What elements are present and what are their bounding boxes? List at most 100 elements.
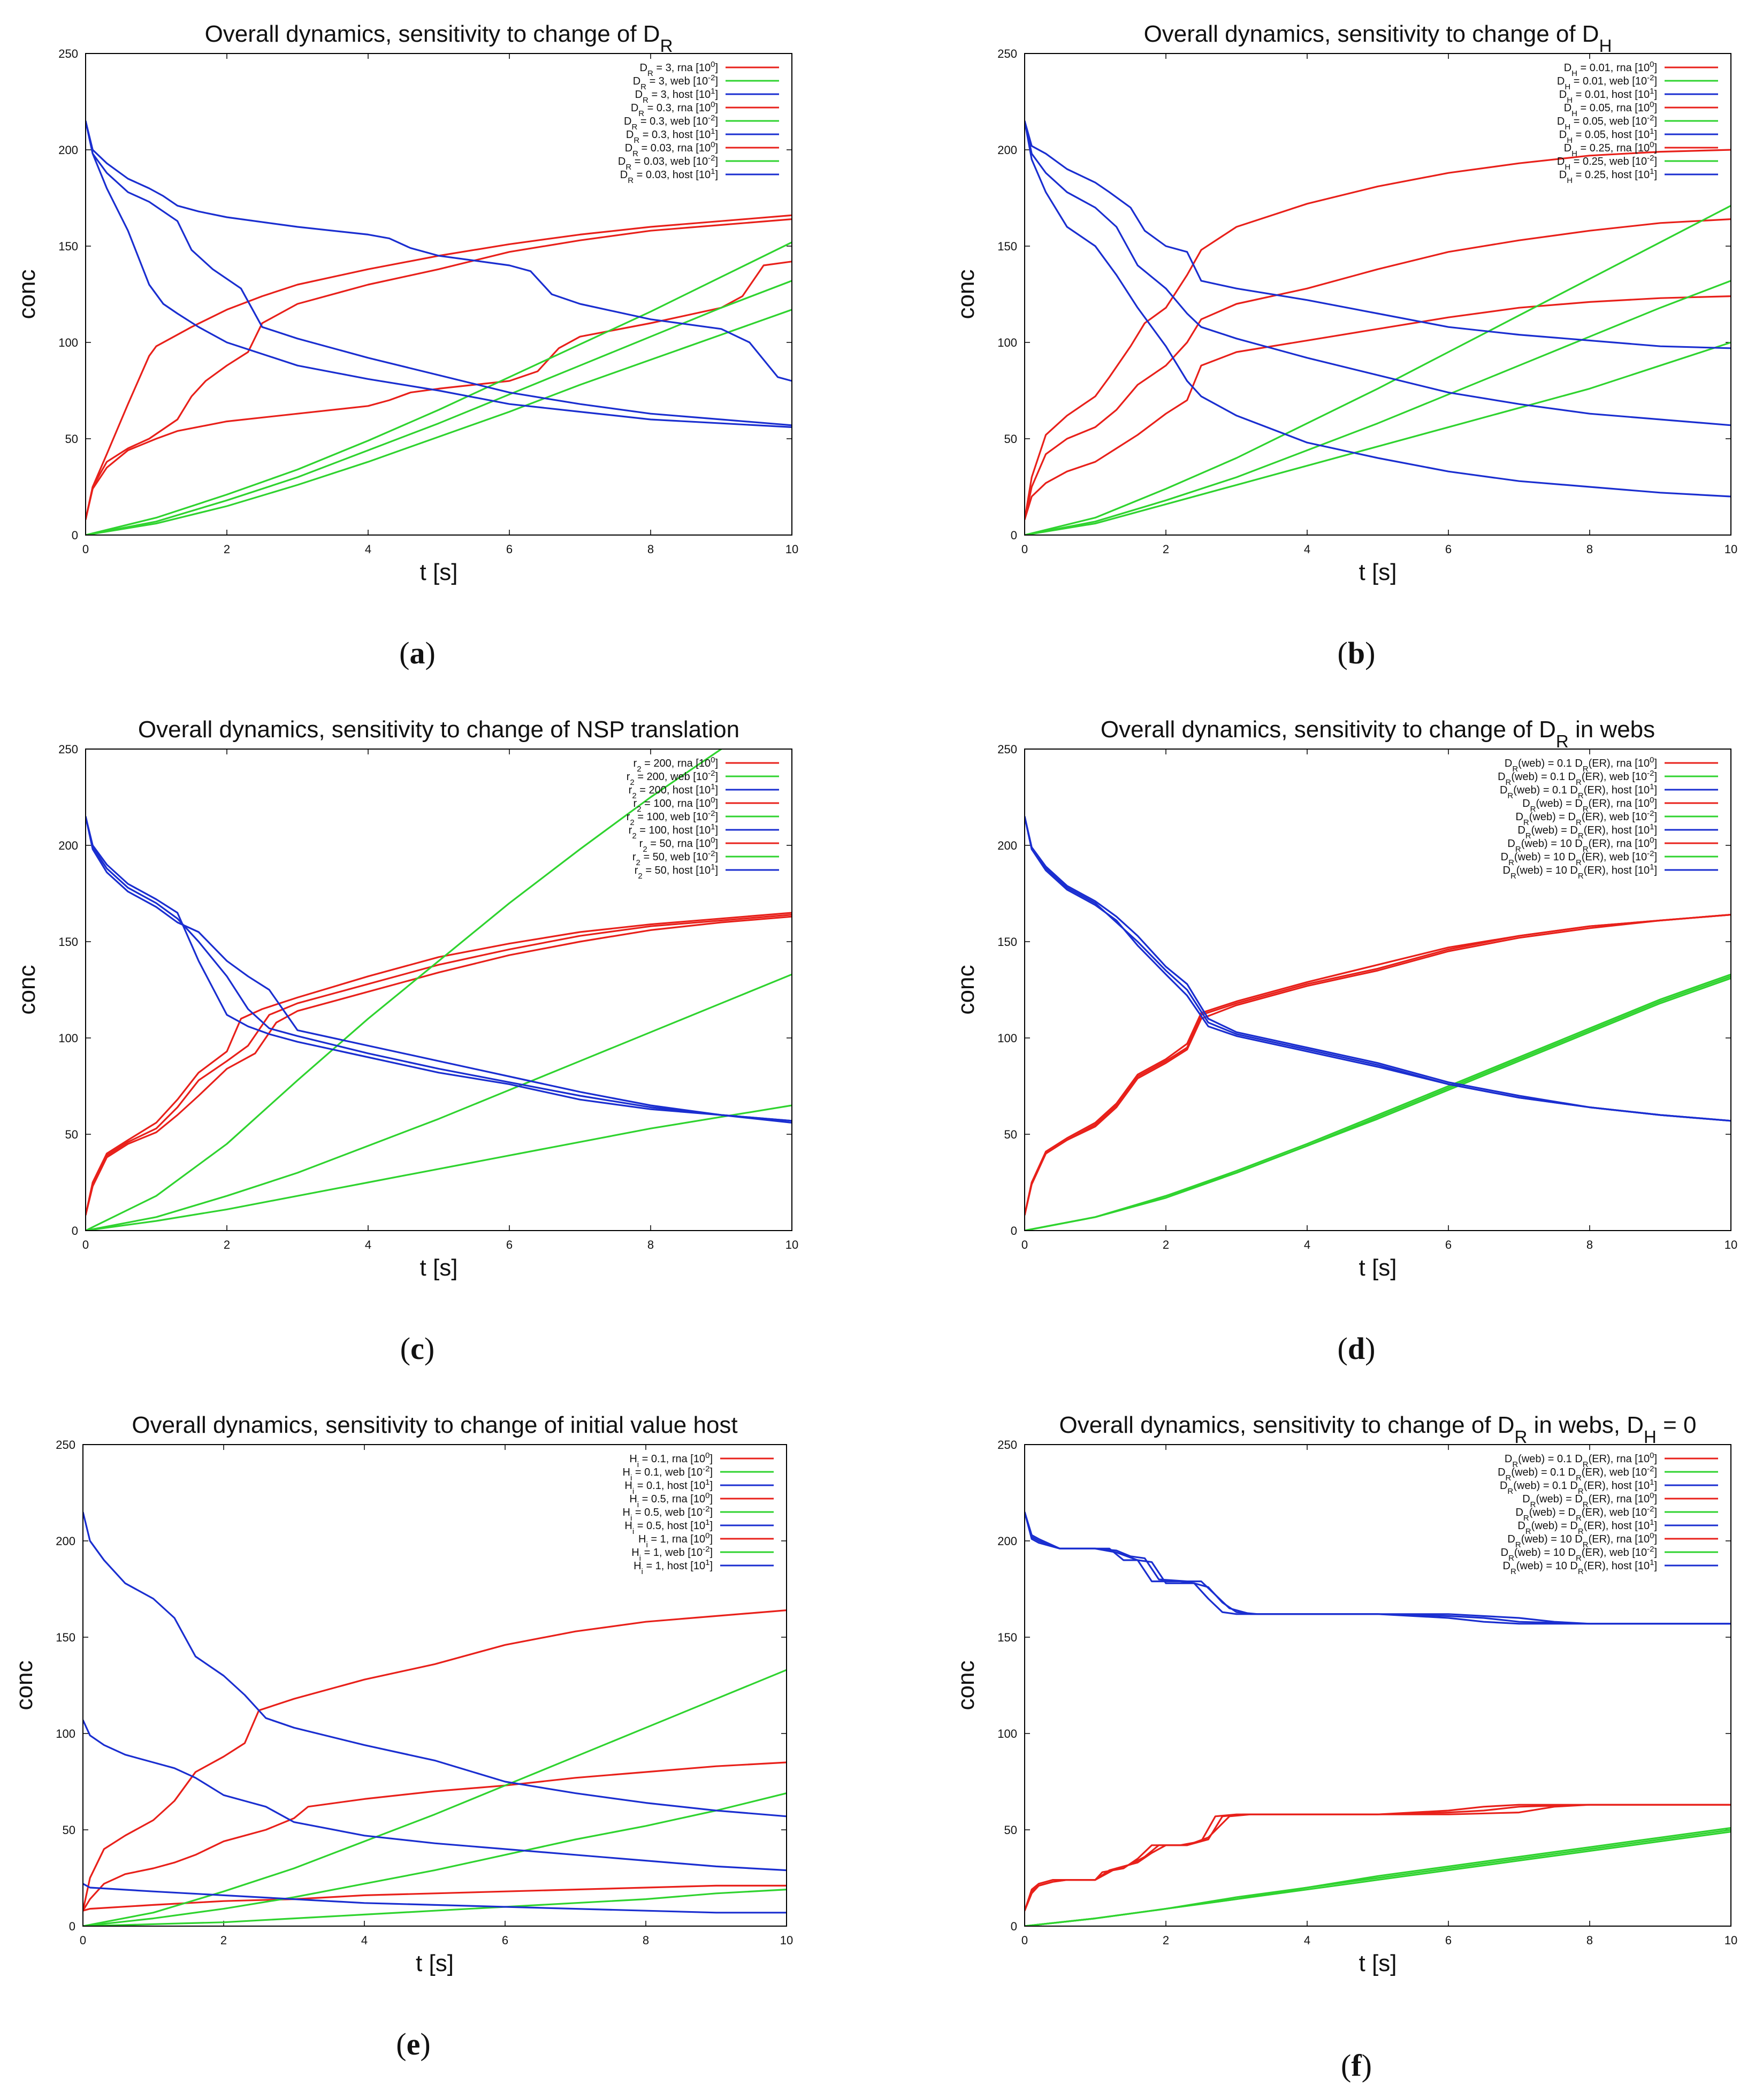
series-line-rna bbox=[83, 1884, 787, 1912]
legend-entry-sup: 1 bbox=[711, 822, 715, 831]
legend-entry-part: ] bbox=[1654, 169, 1657, 181]
series-line-rna bbox=[1025, 1804, 1731, 1911]
legend-entry-part: = 50, rna [10 bbox=[647, 838, 711, 850]
y-tick-label: 250 bbox=[997, 743, 1017, 756]
legend-entry-sup: -2 bbox=[1647, 73, 1654, 82]
legend-entry: Hi = 0.1, web [10-2] bbox=[623, 1464, 713, 1483]
y-tick-label: 50 bbox=[1004, 432, 1017, 446]
x-tick-label: 2 bbox=[1163, 543, 1169, 556]
panel-label-open: ( bbox=[1338, 1331, 1348, 1366]
legend-entry: r2 = 100, web [10-2] bbox=[627, 809, 718, 827]
chart-title: Overall dynamics, sensitivity to change … bbox=[132, 1412, 737, 1438]
panel-label: (e) bbox=[396, 2027, 430, 2061]
x-tick-label: 6 bbox=[1445, 543, 1452, 556]
legend-entry: r2 = 200, rna [100] bbox=[634, 755, 718, 774]
legend-entry-part: = 0.05, web [10 bbox=[1570, 116, 1647, 127]
legend-entry-part: (web) = 10 D bbox=[1514, 1547, 1576, 1559]
x-tick-label: 10 bbox=[1725, 1238, 1737, 1251]
legend-entry-part: r bbox=[634, 758, 637, 769]
legend-entry-sub: R bbox=[1578, 791, 1584, 800]
legend-entry: DR(web) = DR(ER), web [10-2] bbox=[1515, 1505, 1657, 1523]
series-line-web bbox=[1025, 204, 1731, 535]
legend-entry-part: = 0.25, rna [10 bbox=[1577, 142, 1650, 154]
legend-entry-part: r bbox=[627, 811, 630, 823]
legend-entry-sub: i bbox=[642, 1567, 643, 1576]
x-tick-label: 6 bbox=[1445, 1238, 1452, 1251]
legend-entry-part: ] bbox=[715, 89, 718, 101]
legend-entry: DR = 0.03, rna [100] bbox=[625, 140, 718, 158]
y-tick-label: 0 bbox=[1011, 1224, 1017, 1238]
legend-entry-part: ] bbox=[715, 851, 718, 863]
legend-entry-part: D bbox=[1500, 1480, 1507, 1492]
x-tick-label: 10 bbox=[785, 543, 798, 556]
legend-entry-part: H bbox=[624, 1480, 632, 1492]
legend: DR(web) = 0.1 DR(ER), rna [100]DR(web) =… bbox=[1498, 755, 1718, 881]
legend-entry-part: (ER), host [10 bbox=[1584, 1520, 1650, 1532]
legend-entry-sub: R bbox=[1576, 1514, 1582, 1523]
legend-entry-sub: 2 bbox=[638, 872, 642, 881]
legend-entry-sub: i bbox=[632, 1487, 634, 1496]
y-tick-label: 200 bbox=[56, 1534, 75, 1548]
legend-entry-sub: H bbox=[1565, 82, 1570, 91]
legend-entry-part: ] bbox=[1654, 851, 1657, 863]
legend-entry-part: ] bbox=[709, 1533, 713, 1545]
legend-entry-part: = 0.3, web [10 bbox=[637, 116, 708, 127]
panel-label-open: ( bbox=[1341, 2048, 1351, 2083]
legend-entry-part: ] bbox=[1654, 62, 1657, 74]
x-tick-label: 8 bbox=[1586, 1238, 1593, 1251]
legend-entry-part: (web) = 10 D bbox=[1516, 865, 1578, 876]
series-line-web bbox=[83, 1792, 787, 1926]
legend-entry: DR(web) = 10 DR(ER), web [10-2] bbox=[1501, 849, 1657, 867]
panel-label-open: ( bbox=[396, 2027, 406, 2061]
legend-entry: Hi = 0.5, web [10-2] bbox=[623, 1505, 713, 1523]
panel-label-open: ( bbox=[400, 1331, 410, 1366]
chart-title-main: Overall dynamics, sensitivity to change … bbox=[1144, 21, 1599, 47]
y-tick-label: 200 bbox=[997, 143, 1017, 157]
legend-entry-sub: R bbox=[1583, 1540, 1589, 1549]
legend-entry-sub: R bbox=[1508, 858, 1514, 867]
legend-entry-sub: 2 bbox=[632, 831, 636, 841]
legend-entry-part: = 1, rna [10 bbox=[648, 1533, 705, 1545]
legend-entry: DH = 0.01, web [10-2] bbox=[1557, 73, 1657, 91]
y-axis-label: conc bbox=[14, 965, 40, 1015]
legend-entry-part: D bbox=[625, 142, 632, 154]
legend-entry-part: ] bbox=[1654, 142, 1657, 154]
series-line-host bbox=[86, 120, 792, 428]
y-tick-label: 200 bbox=[997, 839, 1017, 852]
legend-entry-sub: R bbox=[1578, 1567, 1584, 1576]
panel-label-letter: e bbox=[407, 2027, 421, 2061]
legend-entry-part: (ER), host [10 bbox=[1584, 1480, 1650, 1492]
legend-entry-sub: R bbox=[1523, 818, 1529, 827]
legend-entry-sub: R bbox=[1583, 765, 1589, 774]
legend-entry-sub: R bbox=[647, 69, 653, 78]
x-axis-label: t [s] bbox=[1359, 1950, 1397, 1976]
legend-entry-sub: R bbox=[631, 123, 637, 132]
legend-entry-part: ] bbox=[715, 865, 718, 876]
y-tick-label: 100 bbox=[997, 1032, 1017, 1045]
legend-entry-part: ] bbox=[1654, 1467, 1657, 1478]
series-line-web bbox=[86, 280, 792, 535]
legend-entry-sub: H bbox=[1567, 96, 1573, 105]
legend-entry-part: ] bbox=[1654, 865, 1657, 876]
series-group bbox=[1025, 1511, 1731, 1926]
y-tick-label: 200 bbox=[997, 1534, 1017, 1548]
legend-entry-sup: -2 bbox=[1647, 154, 1654, 163]
legend-entry-part: = 100, host [10 bbox=[637, 824, 711, 836]
series-line-host bbox=[86, 816, 792, 1122]
legend-entry-sub: R bbox=[1576, 858, 1582, 867]
legend-entry-part: = 1, web [10 bbox=[641, 1547, 703, 1559]
legend-entry-part: D bbox=[1557, 156, 1565, 167]
legend-entry-part: ] bbox=[1654, 1533, 1657, 1545]
legend-entry-part: D bbox=[1559, 89, 1567, 101]
x-tick-label: 10 bbox=[1725, 543, 1737, 556]
legend-entry-part: r bbox=[629, 824, 632, 836]
panel-label-letter: f bbox=[1351, 2048, 1362, 2083]
plot-frame bbox=[85, 53, 792, 536]
series-group bbox=[1025, 120, 1731, 535]
legend-entry-sub: i bbox=[637, 1500, 639, 1509]
y-tick-label: 250 bbox=[58, 47, 78, 60]
legend-entry-part: ] bbox=[1654, 1480, 1657, 1492]
legend-entry-sup: -2 bbox=[1647, 809, 1654, 818]
